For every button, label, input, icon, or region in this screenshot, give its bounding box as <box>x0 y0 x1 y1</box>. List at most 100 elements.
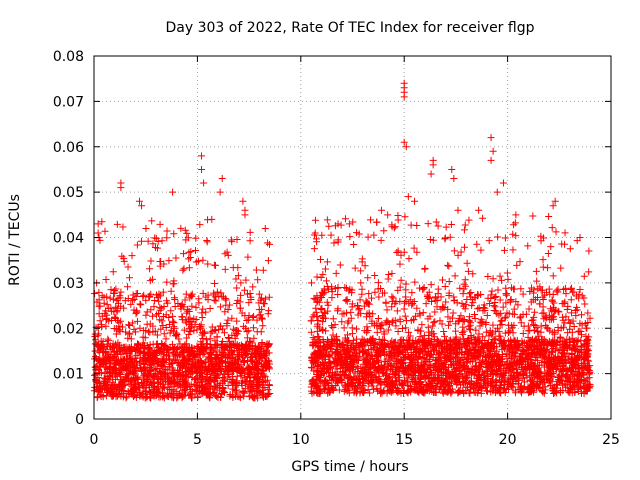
data-point <box>110 343 118 351</box>
data-point <box>156 220 164 228</box>
data-point <box>204 260 212 268</box>
data-point <box>261 225 269 233</box>
data-point <box>388 303 396 311</box>
data-point <box>317 255 325 263</box>
data-point <box>370 231 378 239</box>
data-point <box>445 262 453 270</box>
data-point <box>254 276 262 284</box>
data-point <box>137 237 145 245</box>
data-point <box>169 312 177 320</box>
data-point <box>199 256 207 264</box>
data-point <box>264 257 272 265</box>
data-point <box>424 220 432 228</box>
data-point <box>442 298 450 306</box>
data-point <box>242 276 250 284</box>
data-point <box>227 236 235 244</box>
data-point <box>350 240 358 248</box>
data-point <box>117 317 125 325</box>
data-point <box>259 266 267 274</box>
data-point <box>149 340 157 348</box>
data-point <box>98 292 106 300</box>
data-point <box>338 310 346 318</box>
data-point <box>327 231 335 239</box>
data-point <box>142 388 150 396</box>
data-point <box>190 315 198 323</box>
data-point <box>440 328 448 336</box>
data-point <box>146 265 154 273</box>
data-point <box>102 322 110 330</box>
data-point <box>532 267 540 275</box>
data-point <box>250 334 258 342</box>
data-point <box>451 272 459 280</box>
data-point <box>467 288 475 296</box>
data-point <box>549 272 557 280</box>
data-point <box>96 369 104 377</box>
data-point <box>124 334 132 342</box>
data-point <box>394 212 402 220</box>
data-point <box>509 329 517 337</box>
data-point <box>566 245 574 253</box>
data-point <box>502 290 510 298</box>
data-point <box>439 276 447 284</box>
data-point <box>529 212 537 220</box>
data-point <box>250 312 258 320</box>
data-point <box>516 258 524 266</box>
data-point <box>491 303 499 311</box>
data-point <box>553 287 561 295</box>
data-point <box>314 316 322 324</box>
data-point <box>96 236 104 244</box>
data-point <box>548 297 556 305</box>
data-point <box>202 308 210 316</box>
data-point <box>217 303 225 311</box>
data-point <box>163 227 171 235</box>
data-point <box>125 274 133 282</box>
data-point <box>129 291 137 299</box>
data-point <box>199 305 207 313</box>
data-point <box>444 261 452 269</box>
data-point <box>328 294 336 302</box>
data-point <box>264 239 272 247</box>
data-point <box>364 274 372 282</box>
data-point <box>112 285 120 293</box>
data-point <box>530 321 538 329</box>
data-point <box>539 263 547 271</box>
data-point <box>101 227 109 235</box>
data-point <box>229 264 237 272</box>
data-point <box>221 265 229 273</box>
data-point <box>516 314 524 322</box>
data-point <box>427 281 435 289</box>
data-point <box>407 221 415 229</box>
data-point <box>446 233 454 241</box>
data-point <box>221 295 229 302</box>
data-point <box>497 317 505 325</box>
data-point <box>340 324 348 332</box>
data-point <box>585 247 593 255</box>
data-point <box>180 250 188 258</box>
data-point <box>416 284 424 292</box>
data-point <box>133 241 141 249</box>
data-point <box>247 293 255 301</box>
data-point <box>580 272 588 280</box>
data-point <box>328 322 336 330</box>
data-point <box>411 278 419 286</box>
data-point <box>162 335 170 343</box>
data-point <box>244 316 252 324</box>
data-point <box>136 300 144 308</box>
data-point <box>561 229 569 237</box>
data-point <box>95 288 103 296</box>
data-point <box>364 233 372 241</box>
data-point <box>581 300 589 308</box>
data-point <box>228 314 236 322</box>
data-point <box>405 255 413 263</box>
data-point <box>233 317 241 325</box>
data-point <box>375 293 383 301</box>
data-point <box>577 311 585 319</box>
data-point <box>322 277 330 285</box>
data-point <box>252 266 260 274</box>
data-point <box>329 331 337 339</box>
data-point <box>229 325 237 333</box>
data-point <box>236 304 244 312</box>
data-point <box>388 270 396 278</box>
data-point <box>323 216 331 224</box>
